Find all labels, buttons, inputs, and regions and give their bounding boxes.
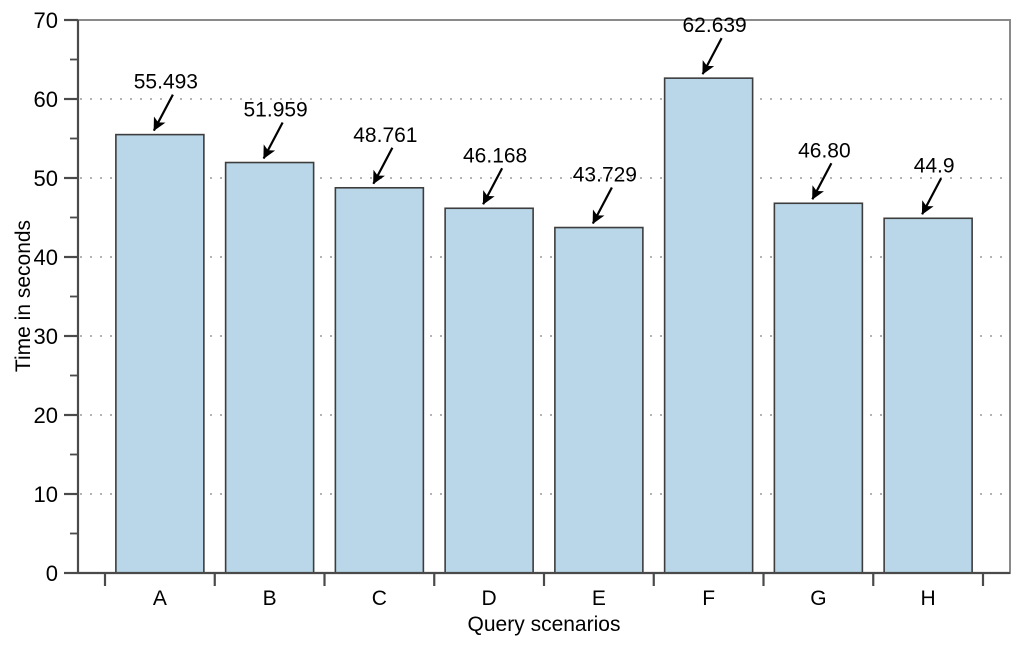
- bars-layer: [115, 77, 973, 574]
- x-category-label-B: B: [263, 587, 277, 610]
- bar-H: [883, 217, 973, 574]
- annotation-arrow-F: [701, 37, 723, 75]
- x-category-label-F: F: [702, 587, 715, 610]
- axes-frame-layer: [64, 18, 1011, 586]
- x-category-label-A: A: [153, 587, 167, 610]
- annotation-value-D: 46.168: [463, 144, 527, 167]
- x-category-label-G: G: [810, 587, 826, 610]
- bar-D: [444, 207, 534, 574]
- annotation-arrow-H: [921, 177, 943, 215]
- x-category-label-D: D: [482, 587, 497, 610]
- annotation-value-F: 62.639: [683, 14, 747, 37]
- gridlines-layer: [80, 98, 1008, 495]
- tick-labels-layer: 0 10 20 30 40 50 60 70 A B C D E F G H: [34, 8, 936, 610]
- annotation-arrow-D: [482, 167, 504, 205]
- bar-F: [663, 77, 754, 574]
- bar-C: [334, 186, 425, 574]
- annotation-value-A: 55.493: [134, 71, 198, 94]
- annotation-arrow-B: [262, 122, 284, 160]
- annotation-value-B: 51.959: [244, 99, 308, 122]
- y-tick-label: 70: [34, 8, 58, 33]
- annotations-layer: 55.493 51.959 48.761 46.168 43.729 62.639 46.8…: [134, 14, 955, 225]
- y-tick-label: 60: [34, 87, 58, 112]
- bar-B: [224, 161, 315, 574]
- x-category-label-E: E: [592, 587, 606, 610]
- annotation-value-H: 44.9: [914, 154, 955, 177]
- plot-frame: [77, 19, 1011, 574]
- annotation-value-C: 48.761: [353, 124, 417, 147]
- y-tick-label: 40: [34, 245, 58, 270]
- y-tick-label: 0: [46, 561, 58, 586]
- annotation-arrow-A: [152, 94, 174, 132]
- y-tick-label: 30: [34, 324, 58, 349]
- bar-E: [554, 226, 644, 574]
- x-category-label-H: H: [921, 587, 936, 610]
- bar-G: [773, 202, 864, 574]
- annotation-arrow-E: [591, 187, 613, 225]
- x-axis-label: Query scenarios: [468, 613, 621, 636]
- y-tick-label: 20: [34, 403, 58, 428]
- annotation-value-G: 46.80: [798, 139, 851, 162]
- annotation-value-E: 43.729: [573, 164, 637, 187]
- annotation-arrow-C: [372, 147, 394, 185]
- x-category-label-C: C: [372, 587, 387, 610]
- y-tick-label: 50: [34, 166, 58, 191]
- annotation-arrow-G: [811, 162, 833, 200]
- y-axis-label: Time in seconds: [12, 220, 35, 372]
- bar-A: [115, 133, 205, 574]
- y-tick-label: 10: [34, 482, 58, 507]
